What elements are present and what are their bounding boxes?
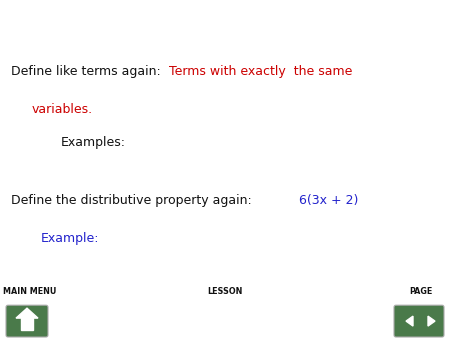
FancyBboxPatch shape [6, 305, 48, 337]
Text: LESSON: LESSON [207, 287, 243, 296]
Text: Solving Multi-Step Equations: Solving Multi-Step Equations [7, 8, 198, 21]
Text: Example:: Example: [40, 232, 99, 245]
Text: Define the distributive property again:: Define the distributive property again: [11, 194, 252, 207]
Polygon shape [428, 316, 435, 326]
Text: Define like terms again:: Define like terms again: [11, 65, 161, 78]
Polygon shape [16, 308, 38, 318]
Text: Hall: Hall [412, 19, 423, 24]
Text: 6(3x + 2): 6(3x + 2) [299, 194, 359, 207]
Text: PEARSON: PEARSON [399, 3, 436, 9]
Text: MAIN MENU: MAIN MENU [3, 287, 56, 296]
Text: Terms with exactly  the same: Terms with exactly the same [169, 65, 352, 78]
Text: PAGE: PAGE [409, 287, 432, 296]
Text: Prentice: Prentice [406, 12, 428, 17]
FancyBboxPatch shape [394, 305, 444, 337]
Text: Examples:: Examples: [61, 136, 126, 149]
Text: variables.: variables. [32, 103, 93, 116]
Polygon shape [21, 318, 33, 330]
Polygon shape [406, 316, 413, 326]
